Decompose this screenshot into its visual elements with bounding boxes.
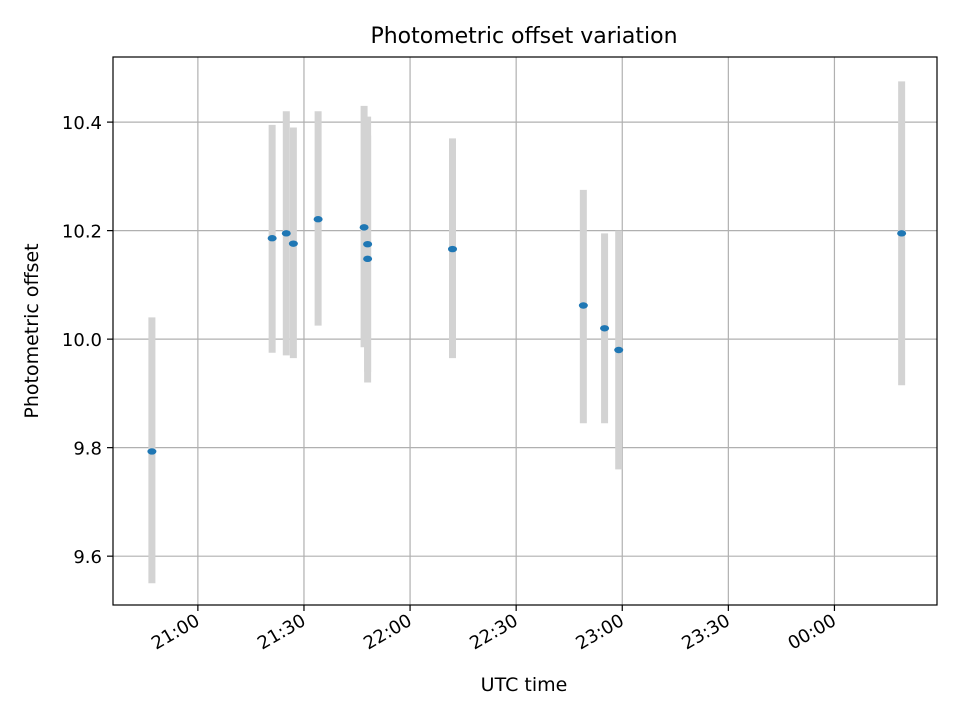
y-axis-label: Photometric offset [21, 243, 43, 418]
x-tick-label: 23:30 [678, 610, 733, 654]
error-bars [148, 81, 906, 584]
x-tick-label: 21:30 [254, 610, 309, 654]
data-point [288, 240, 298, 247]
data-point [448, 245, 458, 253]
x-tick-label: 23:00 [572, 610, 627, 654]
x-tick-label: 22:30 [466, 610, 521, 654]
x-tick-label: 21:00 [148, 610, 203, 654]
data-point [267, 235, 277, 242]
data-point [281, 230, 291, 237]
x-tick-label: 00:00 [785, 610, 840, 654]
x-axis-label: UTC time [481, 674, 568, 696]
chart-title: Photometric offset variation [370, 24, 677, 49]
y-axis-ticks: 9.6 9.8 10.0 10.2 10.4 [62, 113, 113, 568]
data-point [359, 224, 369, 231]
grid-lines [113, 57, 937, 605]
data-point [600, 325, 610, 332]
y-tick-label: 10.4 [62, 113, 102, 134]
data-points [147, 216, 907, 455]
y-tick-label: 9.6 [73, 547, 102, 568]
y-tick-label: 10.2 [62, 222, 102, 243]
x-axis-ticks: 21:00 21:30 22:00 22:30 23:00 23:30 00:00 [148, 605, 840, 654]
data-point [313, 216, 323, 223]
data-point [147, 448, 157, 455]
y-tick-label: 10.0 [62, 330, 102, 351]
x-tick-label: 22:00 [360, 610, 415, 654]
data-point [363, 255, 373, 263]
y-tick-label: 9.8 [73, 439, 102, 460]
data-point [363, 240, 373, 248]
data-point [897, 230, 907, 237]
data-point [614, 346, 624, 354]
plot-frame [112, 56, 938, 606]
data-point [578, 302, 588, 309]
